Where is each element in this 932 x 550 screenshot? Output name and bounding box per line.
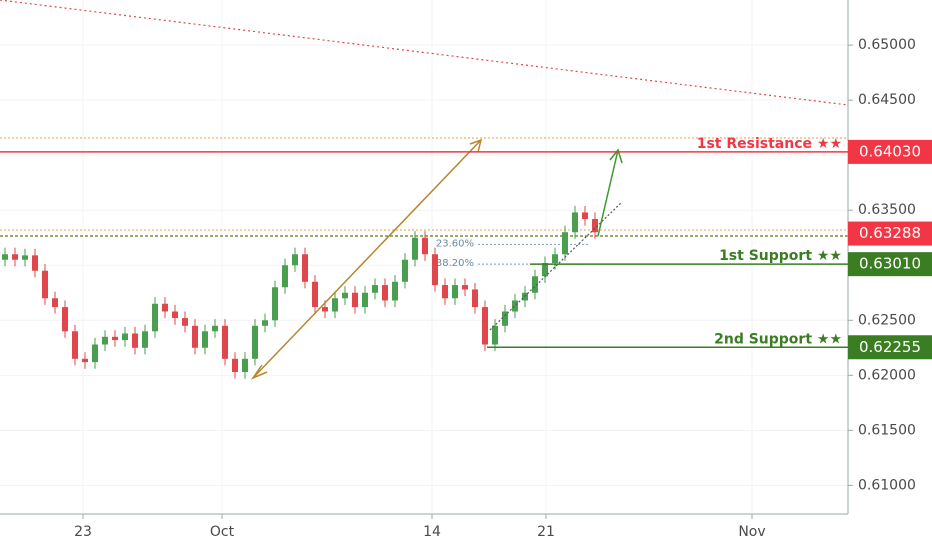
candle-body [452, 285, 458, 299]
candle-body [402, 259, 408, 282]
fib-label: 38.20% [436, 258, 474, 269]
candle-body [12, 254, 18, 260]
level-name: 2nd Support ★★ [714, 331, 842, 347]
candle-body [62, 307, 68, 332]
candle-body [492, 325, 498, 345]
candle-body [562, 232, 568, 255]
current-price-label: 0.63288 [859, 224, 921, 242]
candle-body [112, 336, 118, 341]
candle-body [222, 325, 228, 359]
x-tick-label: 23 [74, 524, 92, 540]
candle-body [122, 333, 128, 341]
candle-body [482, 307, 488, 345]
current-price-box [848, 221, 932, 246]
candle-body [382, 285, 388, 301]
candle-body [422, 237, 428, 255]
trend-line [489, 201, 623, 331]
candle-body [582, 212, 588, 220]
candle-body [192, 325, 198, 348]
labels: 0.610000.615000.620000.625000.630000.635… [0, 37, 932, 540]
y-tick-label: 0.64500 [858, 92, 916, 108]
candle-body [92, 344, 98, 363]
x-tick-label: Oct [210, 524, 235, 540]
x-tick-label: 21 [537, 524, 555, 540]
candle-body [342, 292, 348, 299]
price-box-label: 0.64030 [859, 142, 921, 160]
y-tick-label: 0.65000 [858, 37, 916, 53]
candle-body [172, 311, 178, 319]
arrowhead [469, 138, 483, 153]
fib-label: 23.60% [436, 238, 474, 249]
candle-body [292, 254, 298, 266]
candle-body [332, 298, 338, 312]
y-tick-label: 0.63500 [858, 202, 916, 218]
candle-body [212, 325, 218, 332]
arrowhead [609, 148, 623, 164]
candle-body [132, 333, 138, 348]
grid [0, 0, 848, 514]
y-tick-label: 0.62500 [858, 312, 916, 328]
level-name: 1st Support ★★ [719, 248, 842, 264]
candle-body [182, 318, 188, 326]
candle-body [102, 336, 108, 345]
candle-body [502, 311, 508, 326]
price-box [848, 335, 932, 360]
arrowhead [250, 364, 268, 380]
candle-body [142, 331, 148, 348]
candle-body [32, 255, 38, 271]
price-box [848, 139, 932, 164]
candle-body [312, 281, 318, 308]
candle-body [542, 263, 548, 277]
candle-body [162, 303, 168, 312]
candle-body [252, 325, 258, 359]
candle-body [232, 358, 238, 373]
y-tick-label: 0.61000 [858, 477, 916, 493]
candle-body [552, 254, 558, 264]
candle-body [472, 289, 478, 308]
level-name: 1st Resistance ★★ [697, 136, 842, 152]
candle-body [322, 307, 328, 312]
candle-body [72, 331, 78, 359]
candle-body [362, 292, 368, 308]
candle-body [592, 219, 598, 233]
candle-body [152, 303, 158, 332]
candle-body [82, 358, 88, 363]
y-tick-label: 0.62000 [858, 367, 916, 383]
candle-body [572, 212, 578, 233]
candle-body [352, 292, 358, 308]
price-box-label: 0.62255 [859, 338, 921, 356]
candle-body [372, 285, 378, 293]
x-tick-label: 14 [423, 524, 441, 540]
x-tick-label: Nov [738, 524, 765, 540]
candle-body [442, 285, 448, 299]
candle-body [432, 254, 438, 286]
price-box [848, 252, 932, 277]
candle-body [272, 287, 278, 321]
candle-body [412, 237, 418, 260]
candle-body [22, 255, 28, 260]
candle-body [262, 320, 268, 326]
candle-body [302, 254, 308, 282]
candle-body [512, 300, 518, 312]
candle-body [462, 285, 468, 290]
candle-body [42, 270, 48, 299]
candle-body [282, 265, 288, 288]
candle-body [242, 358, 248, 373]
y-tick-label: 0.61500 [858, 422, 916, 438]
arrow [597, 149, 619, 237]
candle-body [52, 298, 58, 308]
arrow [252, 139, 482, 379]
candle-body [202, 331, 208, 348]
price-box-label: 0.63010 [859, 255, 921, 273]
candle-body [532, 276, 538, 293]
candle-body [392, 281, 398, 301]
candle-body [2, 254, 8, 260]
